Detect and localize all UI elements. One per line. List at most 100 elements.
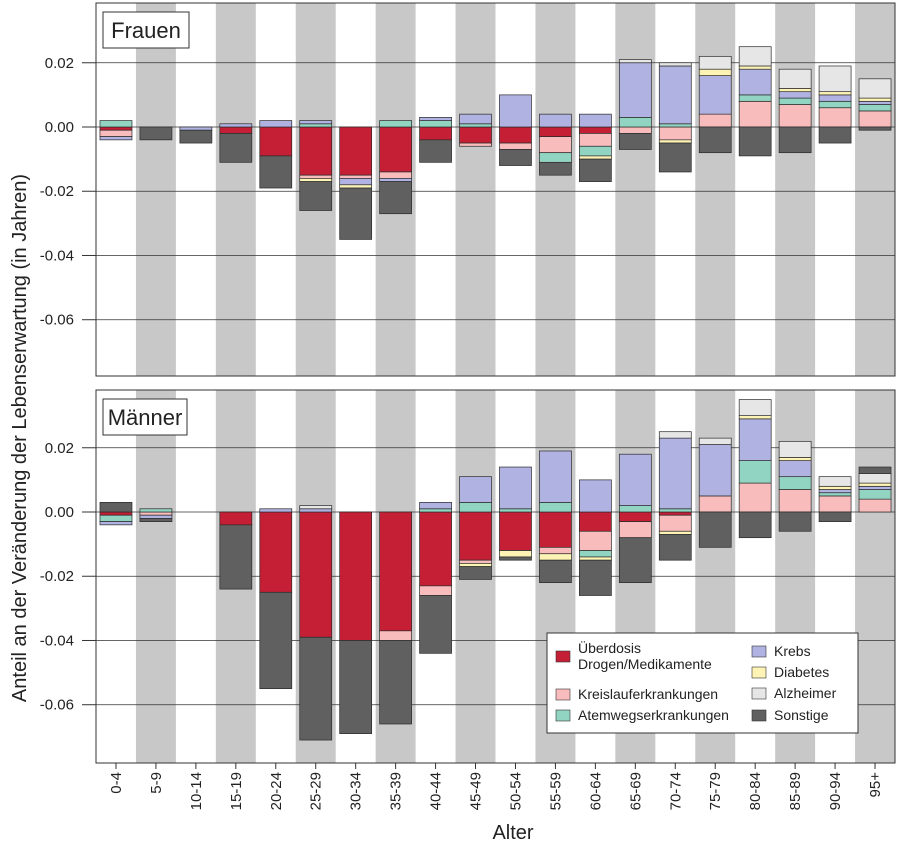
bar-sonstige-25-29: [299, 636, 333, 741]
bar-ueberdosis-60-64: [579, 126, 612, 134]
x-axis-title: Alter: [492, 822, 533, 844]
bar-diabetes-90-94: [818, 485, 852, 490]
x-tick-label: 0-4: [108, 772, 125, 794]
bar-atemweg-40-44: [419, 508, 452, 513]
bar-alzheimer-95+: [858, 78, 892, 99]
bar-ueberdosis-20-24: [259, 126, 293, 157]
bar-sonstige-35-39: [379, 181, 412, 215]
bar-ueberdosis-40-44: [419, 126, 452, 141]
bar-krebs-65-69: [618, 453, 652, 506]
bar-krebs-55-59: [539, 113, 572, 128]
bar-ueberdosis-25-29: [299, 126, 333, 176]
bar-ueberdosis-50-54: [499, 126, 532, 144]
bar-kreislauf-55-59: [539, 546, 572, 555]
bar-kreislauf-95+: [858, 110, 892, 128]
bar-sonstige-90-94: [818, 511, 852, 522]
legend: Überdosis Drogen/Medikamente Kreislauferkr…: [546, 632, 859, 734]
bar-diabetes-75-79: [698, 68, 732, 76]
bar-kreislauf-45-49: [459, 142, 492, 147]
bar-krebs-90-94: [818, 489, 852, 494]
x-tick-label: 90-94: [827, 772, 844, 810]
shade-band: [135, 3, 176, 376]
x-tick-label: 15-19: [228, 772, 245, 810]
bar-sonstige-85-89: [778, 126, 812, 154]
bar-kreislauf-65-69: [618, 126, 652, 134]
bar-diabetes-70-74: [658, 139, 692, 144]
bar-krebs-85-89: [778, 91, 812, 99]
bar-diabetes-25-29: [299, 178, 333, 182]
bar-kreislauf-85-89: [778, 104, 812, 128]
bar-ueberdosis-50-54: [499, 511, 532, 551]
bar-sonstige-80-84: [738, 511, 772, 539]
panel-title-box: [102, 398, 188, 436]
bar-krebs-45-49: [459, 476, 492, 503]
bar-sonstige-65-69: [618, 133, 652, 150]
bar-sonstige-0-4: [99, 502, 133, 513]
bar-krebs-45-49: [459, 113, 492, 125]
bar-krebs-80-84: [738, 68, 772, 96]
bar-atemweg-95+: [858, 104, 892, 112]
bar-sonstige-80-84: [738, 126, 772, 157]
legend-label-krebs: Krebs: [774, 643, 811, 659]
bar-krebs-35-39: [379, 178, 412, 182]
legend-swatch-krebs: [751, 645, 767, 658]
bar-krebs-25-29: [299, 508, 333, 513]
bar-kreislauf-80-84: [738, 100, 772, 128]
bar-sonstige-65-69: [618, 537, 652, 584]
x-tick-label: 75-79: [707, 772, 724, 810]
y-tick-label: -0.06: [40, 697, 74, 714]
bar-diabetes-80-84: [738, 65, 772, 70]
bar-diabetes-70-74: [658, 530, 692, 535]
bar-ueberdosis-60-64: [579, 511, 612, 532]
bar-kreislauf-60-64: [579, 133, 612, 147]
bar-krebs-0-4: [99, 521, 133, 526]
bar-atemweg-70-74: [658, 123, 692, 128]
bar-kreislauf-0-4: [99, 129, 133, 137]
bar-atemweg-90-94: [818, 100, 852, 109]
bar-ueberdosis-45-49: [459, 511, 492, 561]
bar-ueberdosis-35-39: [379, 126, 412, 173]
x-tick-label: 20-24: [268, 772, 285, 810]
bar-ueberdosis-65-69: [618, 511, 652, 522]
bar-krebs-40-44: [419, 502, 452, 510]
bar-ueberdosis-15-19: [219, 126, 253, 134]
bar-krebs-75-79: [698, 444, 732, 497]
bar-krebs-95+: [858, 100, 892, 105]
y-axis-title: Anteil an der Veränderung der Lebenserwa…: [9, 174, 31, 702]
bar-krebs-40-44: [419, 117, 452, 121]
bar-krebs-90-94: [818, 94, 852, 102]
bar-sonstige-30-34: [339, 640, 373, 734]
bar-kreislauf-50-54: [499, 142, 532, 150]
bar-alzheimer-85-89: [778, 68, 812, 89]
x-tick-label: 95+: [867, 772, 884, 798]
bar-sonstige-30-34: [339, 187, 373, 240]
y-tick-label: -0.02: [40, 568, 74, 585]
bar-krebs-55-59: [539, 450, 572, 503]
bars: [99, 399, 892, 741]
bar-sonstige-15-19: [219, 524, 253, 590]
bar-atemweg-45-49: [459, 502, 492, 513]
bar-atemweg-70-74: [658, 508, 692, 513]
bar-diabetes-95+: [858, 482, 892, 487]
bar-sonstige-20-24: [259, 591, 293, 690]
x-tick-label: 85-89: [787, 772, 804, 810]
bar-sonstige-5-9: [139, 518, 173, 522]
bar-kreislauf-60-64: [579, 530, 612, 551]
panel-title: Frauen: [111, 18, 181, 43]
bar-diabetes-55-59: [539, 553, 572, 561]
bar-diabetes-85-89: [778, 457, 812, 461]
panel-title: Männer: [108, 405, 183, 430]
bar-krebs-85-89: [778, 460, 812, 478]
bar-sonstige-50-54: [499, 556, 532, 561]
y-tick-label: 0.02: [45, 55, 74, 72]
shade-band: [455, 3, 496, 376]
bar-atemweg-60-64: [579, 145, 612, 157]
bar-kreislauf-85-89: [778, 489, 812, 513]
bar-ueberdosis-0-4: [99, 511, 133, 516]
bar-kreislauf-25-29: [299, 174, 333, 179]
panel-frame: [95, 2, 896, 377]
y-tick-label: -0.06: [40, 312, 74, 329]
bar-sonstige-75-79: [698, 126, 732, 154]
x-tick-label: 65-69: [627, 772, 644, 810]
